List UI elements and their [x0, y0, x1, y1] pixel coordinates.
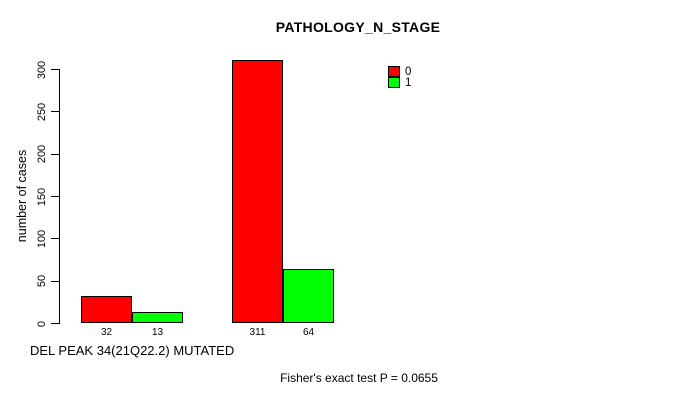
y-tick-mark — [51, 323, 59, 324]
legend-label: 1 — [405, 76, 412, 89]
bar-series-1-group-1 — [132, 312, 183, 323]
bar-series-1-group-2 — [283, 269, 334, 323]
bar-series-0-group-2 — [232, 60, 283, 323]
bar-value-label: 13 — [151, 327, 164, 338]
y-tick-label: 200 — [36, 144, 48, 164]
legend-swatch-icon — [388, 66, 400, 77]
y-tick-mark — [51, 196, 59, 197]
y-tick-mark — [51, 69, 59, 70]
bar-series-0-group-1 — [81, 296, 132, 323]
y-tick-label: 300 — [36, 60, 48, 79]
y-tick-label: 250 — [36, 102, 48, 122]
legend-label: 0 — [405, 65, 412, 78]
y-tick-mark — [51, 238, 59, 240]
y-tick-mark — [51, 280, 59, 282]
y-axis-title: number of cases — [15, 149, 29, 243]
bar-value-label: 32 — [100, 327, 113, 338]
bar-value-label: 311 — [249, 327, 266, 338]
chart-title: PATHOLOGY_N_STAGE — [275, 19, 441, 35]
x-axis-title: DEL PEAK 34(21Q22.2) MUTATED — [30, 343, 235, 358]
y-tick-mark — [51, 153, 59, 155]
y-tick-label: 50 — [36, 275, 48, 288]
fisher-test-annotation: Fisher's exact test P = 0.0655 — [280, 371, 438, 385]
legend-entry-1: 1 — [388, 77, 411, 88]
y-tick-label: 100 — [36, 229, 48, 249]
legend-entry-0: 0 — [388, 66, 411, 77]
legend-swatch-icon — [388, 77, 400, 88]
y-axis-line — [59, 69, 60, 324]
bar-value-label: 64 — [302, 327, 315, 338]
y-tick-label: 0 — [36, 320, 48, 327]
y-tick-label: 150 — [36, 187, 48, 206]
y-tick-mark — [51, 111, 59, 113]
